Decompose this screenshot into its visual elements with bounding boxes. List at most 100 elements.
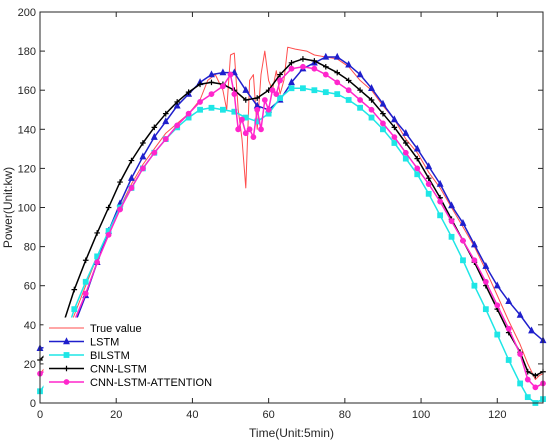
- data-point: [269, 87, 276, 94]
- data-point: [333, 52, 341, 60]
- data-point: [471, 257, 478, 264]
- legend-marker: [63, 365, 70, 372]
- data-point: [448, 233, 455, 240]
- data-point: [334, 91, 341, 98]
- y-tick-label: 40: [24, 320, 36, 332]
- data-point: [524, 376, 531, 383]
- data-point: [425, 162, 433, 170]
- data-point: [403, 140, 409, 146]
- data-point: [288, 60, 295, 66]
- data-point: [242, 97, 249, 103]
- data-point: [391, 124, 398, 131]
- data-point: [105, 204, 112, 211]
- legend-entry: CNN-LSTM-ATTENTION: [49, 377, 212, 389]
- y-tick-label: 60: [24, 281, 36, 293]
- data-point: [105, 231, 112, 238]
- data-point: [482, 306, 489, 313]
- data-point: [174, 99, 180, 105]
- data-point: [94, 259, 101, 266]
- data-point: [197, 99, 203, 105]
- data-point: [414, 155, 421, 162]
- data-point: [300, 63, 306, 70]
- data-point: [482, 261, 490, 269]
- data-point: [151, 149, 158, 156]
- data-point: [227, 71, 234, 78]
- data-point: [311, 58, 318, 64]
- x-tick-label: 100: [412, 409, 430, 421]
- data-point: [277, 95, 283, 101]
- data-point: [425, 190, 432, 197]
- data-point: [505, 325, 512, 332]
- data-point: [242, 86, 250, 93]
- data-point: [524, 394, 531, 401]
- data-point: [390, 115, 398, 123]
- data-point: [288, 65, 295, 72]
- legend-label: True value: [90, 323, 142, 335]
- data-point: [150, 132, 158, 140]
- data-point: [117, 206, 123, 213]
- y-tick-label: 20: [24, 359, 36, 371]
- data-point: [162, 110, 169, 117]
- data-point: [357, 87, 363, 93]
- data-point: [414, 171, 421, 178]
- data-point: [345, 60, 353, 68]
- data-point: [345, 87, 352, 94]
- y-axis-label: Power(Unit:kw): [1, 167, 15, 248]
- data-point: [185, 110, 192, 117]
- y-tick-label: 200: [18, 7, 36, 19]
- data-point: [140, 140, 146, 146]
- data-point: [174, 122, 181, 129]
- data-point: [197, 81, 203, 88]
- data-point: [345, 97, 352, 103]
- data-point: [277, 77, 283, 84]
- data-point: [250, 134, 257, 141]
- data-point: [139, 165, 146, 172]
- data-point: [334, 69, 341, 76]
- x-tick-label: 0: [37, 409, 43, 421]
- data-point: [528, 326, 536, 334]
- data-point: [532, 384, 539, 391]
- data-point: [437, 198, 444, 205]
- data-point: [128, 185, 135, 191]
- data-point: [413, 144, 421, 152]
- data-point: [254, 106, 261, 113]
- data-point: [322, 89, 329, 96]
- data-point: [460, 257, 466, 264]
- data-point: [368, 84, 375, 91]
- data-point: [185, 89, 192, 95]
- data-point: [505, 297, 513, 305]
- data-point: [448, 218, 455, 225]
- data-point: [82, 290, 89, 297]
- data-point: [414, 165, 421, 172]
- data-point: [254, 95, 261, 101]
- x-tick-label: 40: [186, 409, 198, 421]
- data-point: [235, 126, 242, 133]
- data-point: [356, 70, 364, 78]
- y-tick-label: 100: [18, 203, 36, 215]
- data-point: [162, 117, 170, 125]
- data-point: [494, 331, 501, 338]
- data-point: [151, 124, 158, 131]
- legend-label: LSTM: [90, 337, 119, 349]
- ticks-layer: 0 20 40 60 80 100 120 0 20 40 60 80 100 120 140 160 180 2…: [18, 7, 543, 421]
- data-point: [162, 136, 169, 142]
- legend-entry: True value: [49, 323, 142, 335]
- data-point: [220, 83, 226, 90]
- data-point: [277, 71, 283, 78]
- x-axis-label: Time(Unit:5min): [249, 426, 334, 440]
- data-point: [402, 155, 409, 162]
- y-tick-label: 180: [18, 46, 36, 58]
- data-point: [437, 212, 444, 219]
- data-point: [239, 116, 245, 123]
- data-point: [322, 71, 329, 78]
- data-point: [173, 101, 181, 109]
- y-tick-label: 140: [18, 124, 36, 136]
- data-point: [391, 140, 398, 146]
- data-point: [246, 126, 253, 133]
- data-point: [71, 286, 78, 293]
- data-point: [311, 87, 318, 94]
- data-point: [380, 120, 386, 127]
- data-point: [197, 106, 203, 113]
- data-point: [82, 278, 89, 285]
